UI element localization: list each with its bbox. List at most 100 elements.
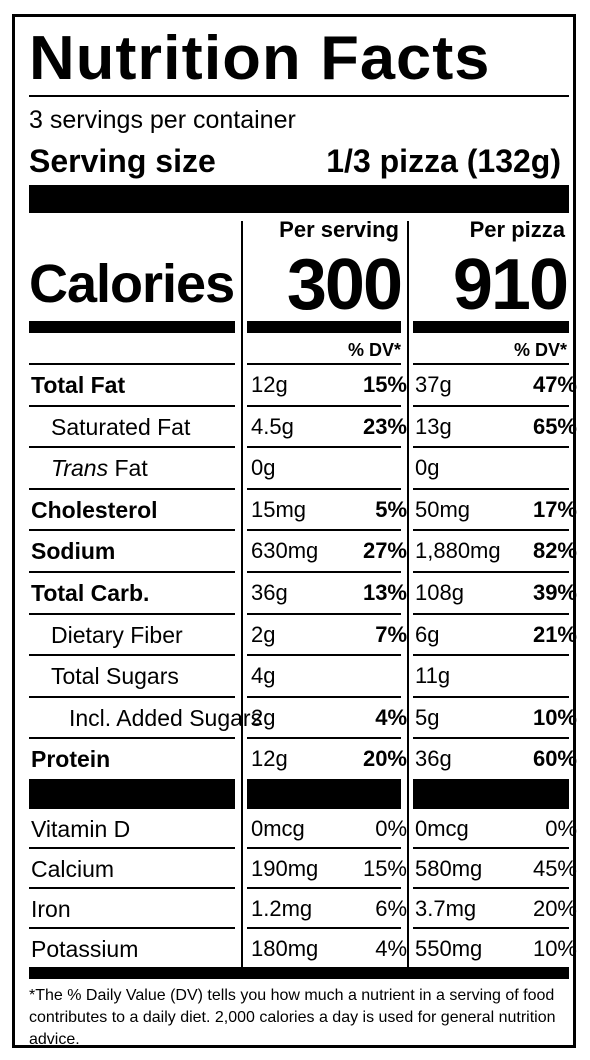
serving-size-label: Serving size	[29, 143, 216, 179]
row-separator	[247, 446, 401, 449]
row-separator	[29, 612, 235, 615]
serving-amt: 0mcg	[251, 816, 305, 841]
row-separator	[247, 807, 401, 809]
serving-dv: 15%	[362, 372, 407, 397]
pizza-dv: 17%	[532, 496, 577, 522]
nutrient-row: Trans Fat 0g 0g	[29, 446, 569, 488]
row-separator	[247, 695, 401, 698]
row-separator	[413, 807, 569, 809]
nutrient-row: Incl. Added Sugars 2g 4% 5g 10%	[29, 695, 577, 738]
nutrient-name: Total Fat	[31, 372, 126, 398]
serving-dv: 23%	[362, 413, 407, 439]
thick-rule-bottom	[29, 967, 569, 979]
label-title: Nutrition Facts	[29, 24, 491, 93]
row-separator	[29, 446, 235, 449]
pizza-amt: 550mg	[415, 936, 483, 961]
pizza-amt: 108g	[415, 580, 464, 605]
column-divider-2	[407, 221, 409, 967]
dv-header-pizza: % DV*	[513, 340, 567, 360]
nutrient-row: Saturated Fat 4.5g 23% 13g 65%	[29, 404, 577, 447]
serving-amt: 12g	[251, 746, 288, 772]
serving-amt: 15mg	[251, 496, 307, 522]
thick-rule-mid-1	[29, 779, 235, 807]
pizza-dv: 82%	[532, 538, 577, 564]
serving-amt: 4.5g	[251, 413, 294, 439]
column-divider-1	[241, 221, 243, 967]
pizza-amt: 6g	[415, 621, 440, 647]
row-separator	[29, 887, 235, 889]
serving-dv: 27%	[362, 538, 407, 564]
thick-rule-mid-2	[247, 779, 401, 807]
row-separator	[413, 887, 569, 889]
pizza-amt: 5g	[415, 704, 440, 730]
vitamin-row: Calcium 190mg 15% 580mg 45%	[29, 847, 577, 889]
serving-amt: 180mg	[251, 936, 319, 961]
servings-per-container: 3 servings per container	[29, 106, 296, 134]
serving-amt: 630mg	[251, 538, 319, 564]
row-separator	[247, 487, 401, 490]
nutrient-name: Dietary Fiber	[51, 621, 183, 648]
vitamin-row: Vitamin D 0mcg 0% 0mcg 0%	[29, 807, 577, 849]
pizza-dv: 10%	[532, 704, 577, 730]
nutrient-name: Protein	[31, 746, 111, 773]
serving-size-value: 1/3 pizza (132g)	[326, 143, 561, 179]
serving-amt: 190mg	[251, 856, 319, 881]
calories-rule-1	[29, 321, 235, 333]
pizza-amt: 50mg	[415, 496, 471, 522]
row-separator	[247, 654, 401, 657]
row-separator	[413, 654, 569, 657]
nutrient-name: Total Carb.	[31, 580, 150, 606]
nutrient-row: Dietary Fiber 2g 7% 6g 21%	[29, 612, 577, 655]
serving-dv: 5%	[375, 496, 407, 522]
pizza-dv: 39%	[532, 580, 577, 605]
row-separator	[29, 529, 235, 532]
row-separator	[413, 612, 569, 615]
nutrient-name: Cholesterol	[31, 496, 158, 523]
pizza-dv: 20%	[532, 896, 577, 921]
serving-dv: 4%	[375, 936, 407, 961]
pizza-dv: 60%	[532, 746, 577, 772]
pizza-amt: 0g	[415, 455, 440, 481]
pizza-dv: 45%	[532, 856, 577, 881]
row-separator	[247, 847, 401, 849]
pizza-dv: 0%	[545, 816, 577, 841]
per-serving-header: Per serving	[279, 217, 399, 242]
serving-dv: 20%	[362, 746, 407, 772]
row-separator	[247, 612, 401, 615]
dv-header-serving: % DV*	[347, 340, 401, 360]
nutrient-name: Incl. Added Sugars	[69, 704, 263, 731]
row-separator	[247, 737, 401, 740]
serving-amt: 2g	[251, 704, 276, 730]
nutrient-name: Vitamin D	[31, 816, 131, 842]
nutrient-name: Calcium	[31, 856, 115, 882]
row-separator	[413, 695, 569, 698]
calories-rule-3	[413, 321, 569, 333]
serving-dv: 0%	[375, 816, 407, 841]
row-separator	[413, 363, 569, 365]
serving-dv: 4%	[375, 704, 407, 730]
pizza-dv: 47%	[532, 372, 577, 397]
pizza-amt: 36g	[415, 746, 452, 772]
row-separator	[29, 807, 235, 809]
serving-amt: 2g	[251, 621, 276, 647]
vitamin-row: Potassium 180mg 4% 550mg 10%	[29, 927, 577, 969]
calories-per-serving: 300	[286, 245, 403, 325]
nutrient-row: Sodium 630mg 27% 1,880mg 82%	[29, 529, 577, 571]
serving-dv: 13%	[362, 580, 407, 605]
row-separator	[247, 571, 401, 573]
serving-dv: 15%	[362, 856, 407, 881]
calories-per-pizza: 910	[452, 245, 569, 325]
nutrient-name: Total Sugars	[51, 663, 179, 690]
nutrient-name: Iron	[31, 896, 71, 922]
row-separator	[247, 927, 401, 929]
nutrient-name: Sodium	[31, 538, 116, 565]
row-separator	[29, 737, 235, 740]
row-separator	[29, 695, 235, 698]
row-separator	[247, 529, 401, 532]
pizza-amt: 11g	[415, 663, 451, 689]
title-rule	[29, 95, 569, 97]
calories-label: Calories	[29, 254, 235, 314]
per-pizza-header: Per pizza	[469, 217, 565, 242]
pizza-dv: 65%	[532, 413, 577, 439]
row-separator	[29, 363, 235, 365]
